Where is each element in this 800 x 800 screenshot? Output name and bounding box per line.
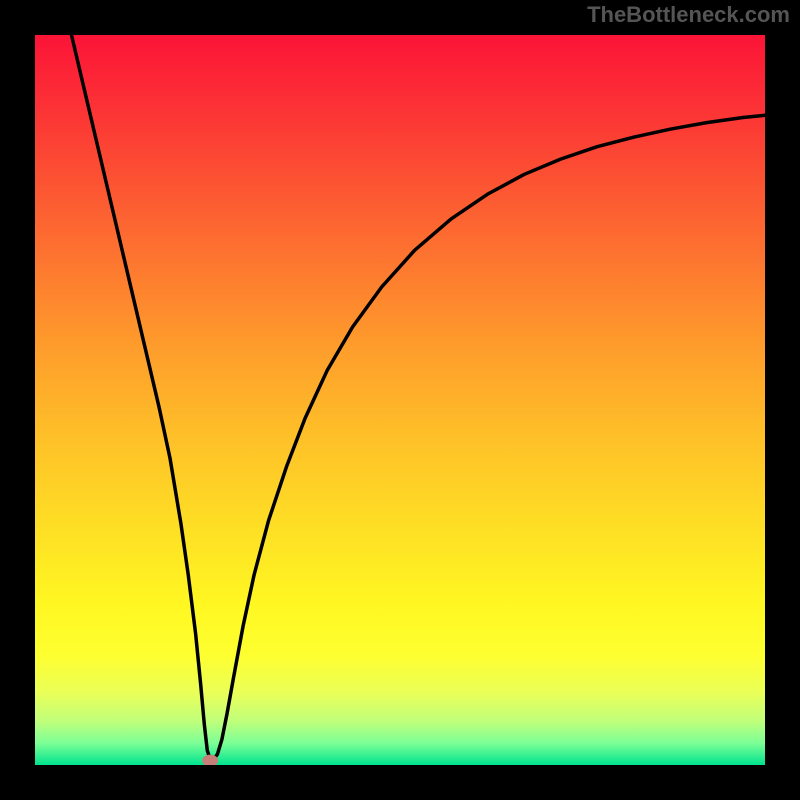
plot-svg [35,35,765,765]
plot-area [35,35,765,765]
chart-container: TheBottleneck.com [0,0,800,800]
watermark-text: TheBottleneck.com [587,2,790,28]
gradient-background [35,35,765,765]
